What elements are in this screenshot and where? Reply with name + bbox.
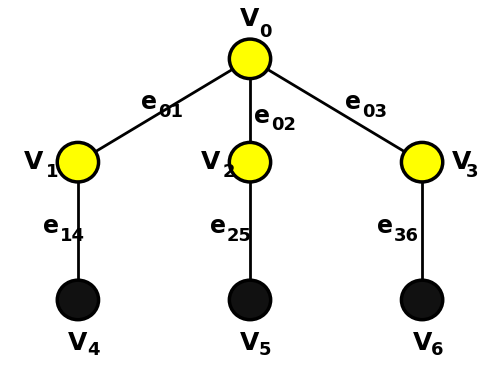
Text: 25: 25 (227, 227, 252, 244)
Ellipse shape (230, 39, 270, 79)
Text: V: V (240, 7, 260, 31)
Text: e: e (43, 214, 59, 238)
Text: 3: 3 (466, 163, 478, 181)
Ellipse shape (402, 142, 442, 182)
Text: 01: 01 (158, 102, 183, 120)
Text: 4: 4 (87, 341, 100, 359)
Text: e: e (210, 214, 226, 238)
Text: e: e (345, 90, 361, 114)
Text: e: e (254, 104, 270, 128)
Text: V: V (452, 150, 471, 174)
Text: V: V (240, 331, 260, 355)
Text: 14: 14 (60, 227, 84, 244)
Text: 2: 2 (223, 163, 235, 181)
Text: e: e (377, 214, 393, 238)
Text: 03: 03 (362, 102, 387, 120)
Ellipse shape (402, 280, 442, 320)
Ellipse shape (58, 280, 98, 320)
Text: 5: 5 (259, 341, 272, 359)
Text: V: V (412, 331, 432, 355)
Text: V: V (68, 331, 87, 355)
Text: 6: 6 (431, 341, 444, 359)
Text: 02: 02 (271, 116, 296, 134)
Text: 0: 0 (259, 23, 272, 41)
Text: V: V (201, 150, 220, 174)
Text: 1: 1 (46, 163, 58, 181)
Ellipse shape (230, 280, 270, 320)
Text: V: V (24, 150, 44, 174)
Text: 36: 36 (394, 227, 419, 244)
Ellipse shape (58, 142, 98, 182)
Text: e: e (141, 90, 157, 114)
Ellipse shape (230, 142, 270, 182)
